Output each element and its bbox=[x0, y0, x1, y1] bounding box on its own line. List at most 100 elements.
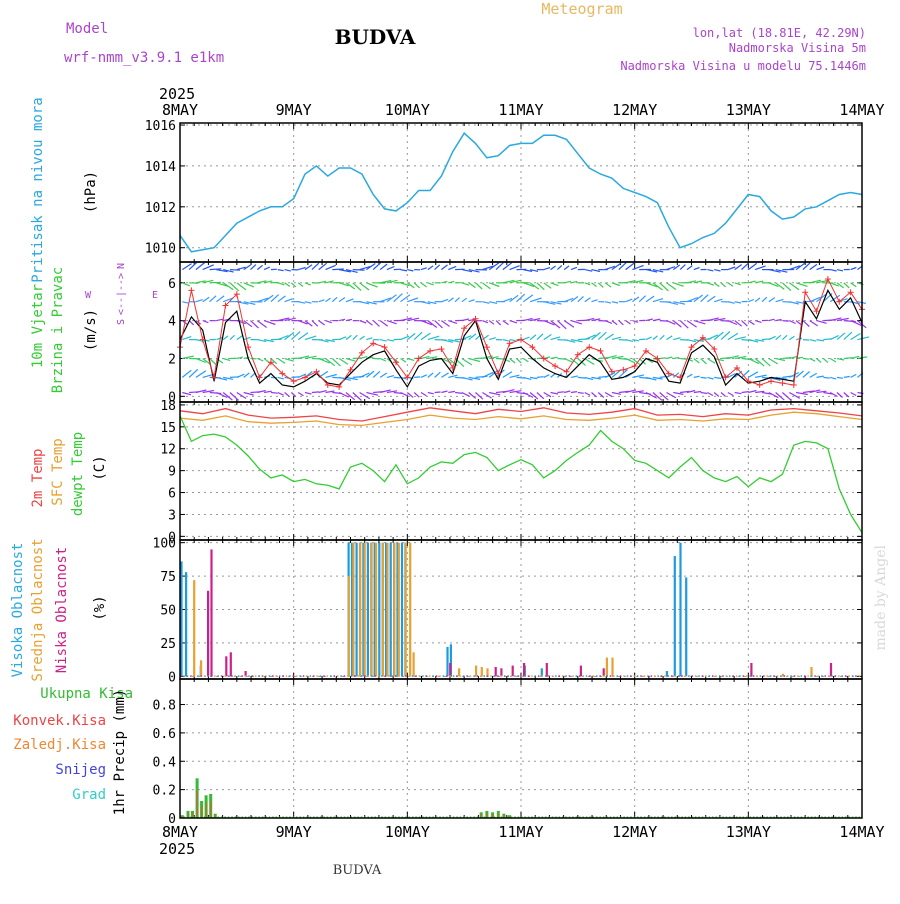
cloud-baseline-mark bbox=[327, 675, 329, 677]
temp-ylabel-2m: 2m Temp bbox=[30, 448, 46, 507]
wind-barb bbox=[803, 340, 809, 341]
wind-barb bbox=[476, 283, 483, 289]
cloud-baseline-mark bbox=[183, 675, 185, 677]
wind-barb bbox=[837, 270, 843, 271]
mid-cloud-bar bbox=[413, 652, 415, 676]
wind-barb bbox=[728, 283, 733, 287]
mid-cloud-bar bbox=[393, 543, 395, 677]
wind-barb bbox=[537, 334, 543, 340]
wind-barb bbox=[742, 263, 749, 270]
pressure-units: (hPa) bbox=[83, 171, 99, 213]
model-altitude: Nadmorska Visina u modelu 75.1446m bbox=[620, 59, 866, 73]
wind-barb bbox=[680, 265, 685, 270]
compass-west: W bbox=[85, 290, 92, 301]
wind-barb bbox=[551, 266, 556, 270]
coordinates: lon,lat (18.81E, 42.29N) bbox=[693, 26, 866, 40]
wind-barb bbox=[858, 337, 870, 340]
cloud-baseline-mark bbox=[848, 675, 850, 677]
wind-barb bbox=[237, 393, 246, 399]
cloud-baseline-mark bbox=[644, 675, 646, 677]
cloud-baseline-mark bbox=[668, 675, 670, 677]
wind-barb bbox=[414, 377, 420, 378]
wind-barb bbox=[605, 321, 612, 324]
cloud-baseline-mark bbox=[753, 675, 755, 677]
cloud-baseline-mark bbox=[852, 675, 854, 677]
cloud-baseline-mark bbox=[640, 675, 642, 677]
wind-barb bbox=[564, 391, 570, 393]
cloud-baseline-mark bbox=[637, 675, 639, 677]
wind-barb bbox=[298, 302, 305, 304]
cloud-baseline-mark bbox=[514, 675, 516, 677]
cloud-baseline-mark bbox=[599, 675, 601, 677]
wind-barb bbox=[598, 283, 603, 288]
time-label-bottom: 12MAY bbox=[612, 823, 657, 841]
cloud-baseline-mark bbox=[548, 675, 550, 677]
cloud-baseline-mark bbox=[388, 675, 390, 677]
low-cloud-bar bbox=[546, 663, 548, 676]
wind-barb bbox=[346, 335, 351, 339]
cloud-baseline-mark bbox=[634, 675, 636, 677]
cloud-baseline-mark bbox=[402, 675, 404, 677]
precip-ylabel-conv: Konvek.Kisa bbox=[13, 713, 106, 729]
cloud-baseline-mark bbox=[412, 675, 414, 677]
cloud-baseline-mark bbox=[756, 675, 758, 677]
y-tick-label: 12 bbox=[160, 443, 176, 458]
wind-barb bbox=[844, 283, 850, 288]
cloud-baseline-mark bbox=[419, 675, 421, 677]
cloud-baseline-mark bbox=[797, 675, 799, 677]
cloud-baseline-mark bbox=[681, 675, 683, 677]
wind-barb bbox=[755, 321, 761, 323]
wind-barb bbox=[285, 270, 291, 272]
wind-barb bbox=[216, 296, 224, 302]
wind-barb bbox=[196, 300, 203, 302]
cloud-baseline-mark bbox=[272, 675, 274, 677]
wind-barb bbox=[632, 375, 644, 378]
cloud-baseline-mark bbox=[664, 675, 666, 677]
cloud-baseline-mark bbox=[409, 675, 411, 677]
wind-barb bbox=[537, 377, 544, 378]
cloud-baseline-mark bbox=[238, 675, 240, 677]
wind-barb bbox=[503, 340, 509, 341]
wind-barb bbox=[632, 297, 638, 302]
cloud-baseline-mark bbox=[204, 675, 206, 677]
cloud-baseline-mark bbox=[374, 675, 376, 677]
cloud-baseline-mark bbox=[494, 675, 496, 677]
wind-barb bbox=[305, 302, 311, 304]
mid-cloud-bar bbox=[405, 543, 407, 677]
wind-barb bbox=[551, 393, 558, 395]
wind-barb bbox=[414, 332, 422, 339]
wind-barb bbox=[448, 391, 455, 392]
mid-cloud-bar bbox=[486, 668, 488, 676]
cloud-baseline-mark bbox=[426, 675, 428, 677]
wind-barb bbox=[687, 374, 692, 377]
wind-barb bbox=[285, 283, 290, 287]
cloud-baseline-mark bbox=[722, 675, 724, 677]
cloud-baseline-mark bbox=[507, 675, 509, 677]
y-tick-label: 0.2 bbox=[153, 784, 176, 799]
cloud-baseline-mark bbox=[651, 675, 653, 677]
wind-barb bbox=[435, 265, 440, 270]
cloud-baseline-mark bbox=[705, 675, 707, 677]
compass-arrow: <--|--> bbox=[116, 273, 127, 315]
wind-barb bbox=[530, 377, 537, 378]
wind-barb bbox=[469, 300, 475, 302]
wind-barb bbox=[810, 373, 817, 377]
mid-cloud-bar bbox=[200, 660, 202, 676]
cloud-baseline-mark bbox=[432, 675, 434, 677]
wind-barb bbox=[285, 393, 290, 397]
cloud-baseline-mark bbox=[228, 675, 230, 677]
low-cloud-bar bbox=[210, 549, 212, 676]
wind-barb bbox=[687, 266, 692, 270]
wind-barb bbox=[339, 298, 345, 302]
wind-barb bbox=[441, 391, 447, 393]
wind-barb bbox=[210, 282, 221, 283]
time-label-top: 9MAY bbox=[276, 101, 312, 119]
low-cloud-bar bbox=[750, 663, 752, 676]
wind-barb bbox=[312, 359, 324, 360]
wind-barb bbox=[216, 337, 222, 339]
wind-barb bbox=[776, 299, 784, 301]
y-tick-label: 0.6 bbox=[153, 727, 176, 742]
mid-cloud-bar bbox=[810, 667, 812, 676]
cloud-baseline-mark bbox=[542, 675, 544, 677]
